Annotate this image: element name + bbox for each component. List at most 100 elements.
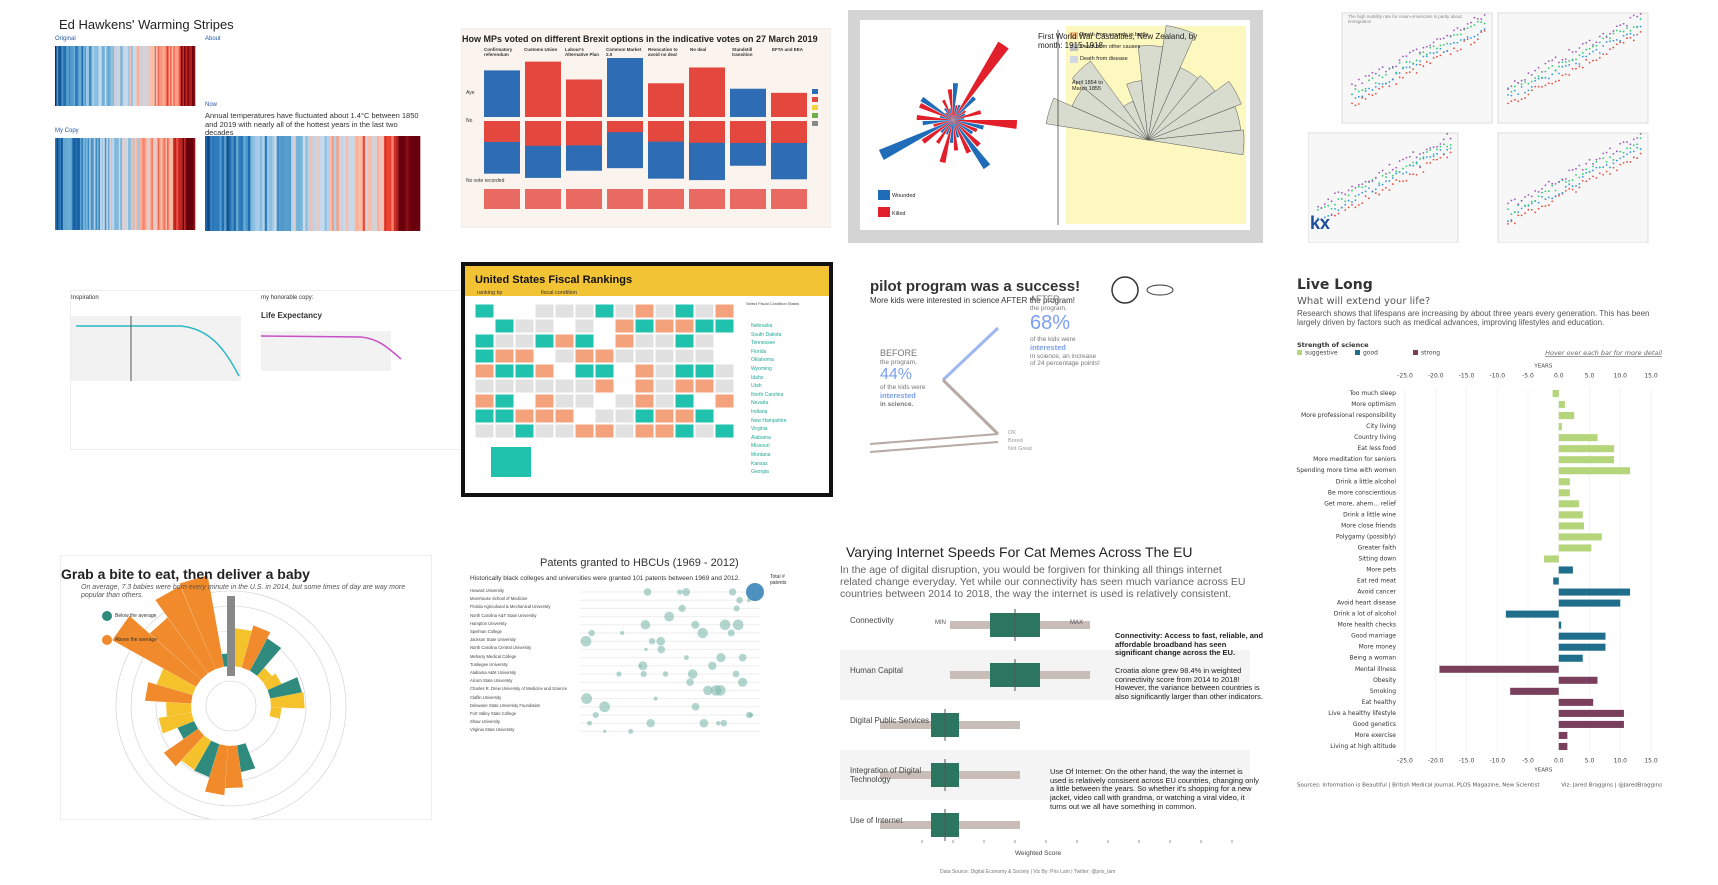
- dot: [1622, 34, 1625, 37]
- dot: [1547, 77, 1550, 80]
- dot: [1612, 32, 1615, 35]
- gallery-tile[interactable]: Inspiration my honorable copy: Life Expect…: [70, 290, 465, 450]
- stripe: [417, 136, 421, 231]
- chart-subtitle: What will extend your life?: [1297, 296, 1430, 307]
- state: [554, 393, 575, 409]
- stripe: [279, 136, 282, 231]
- dot: [1575, 58, 1577, 61]
- dot: [1568, 73, 1571, 76]
- dot: [1615, 29, 1618, 32]
- stripe: [103, 46, 106, 106]
- dot: [1517, 203, 1520, 206]
- stripe: [67, 46, 70, 106]
- bubble: [715, 720, 721, 726]
- state: [554, 378, 575, 394]
- dot: [1412, 161, 1415, 164]
- stripe: [107, 46, 110, 106]
- dot: [1371, 77, 1374, 80]
- state-item: Wyoming: [751, 366, 772, 372]
- dot: [1530, 195, 1533, 198]
- dot: [1429, 147, 1432, 149]
- dot: [1415, 72, 1418, 74]
- stripe: [117, 138, 120, 230]
- gallery-tile[interactable]: More kids were interested in science AFT…: [870, 272, 1200, 524]
- stripe: [403, 136, 406, 231]
- dot: [1425, 55, 1428, 58]
- bar: [1543, 555, 1559, 563]
- state: [694, 363, 715, 379]
- dot: [1561, 178, 1564, 181]
- state: [654, 318, 675, 334]
- annotation: AFTER: [1030, 294, 1060, 304]
- bar: [1558, 511, 1583, 519]
- dot: [1598, 35, 1601, 38]
- stripe: [369, 136, 373, 231]
- stripe: [114, 138, 116, 230]
- x-axis-label: YEARS: [1533, 364, 1552, 370]
- dot: [1425, 162, 1428, 164]
- category-label: Avoid heart disease: [1337, 600, 1396, 607]
- dot: [1405, 156, 1408, 159]
- dot: [1575, 50, 1577, 53]
- dot: [1564, 58, 1567, 60]
- stripe: [350, 136, 354, 231]
- state: [714, 423, 735, 439]
- dot: [1395, 71, 1398, 74]
- dot: [1419, 63, 1421, 66]
- dot: [1354, 88, 1357, 90]
- stripe: [168, 138, 171, 230]
- stripe: [97, 46, 99, 106]
- tile-text: Labour's Alternative Plan: [565, 47, 600, 58]
- bar: [1558, 489, 1570, 497]
- stripe: [104, 138, 107, 230]
- state: [474, 423, 495, 439]
- dot: [1547, 180, 1550, 183]
- state: [654, 378, 675, 394]
- dot: [1425, 151, 1428, 153]
- dot: [1626, 33, 1628, 36]
- dot: [1334, 192, 1336, 195]
- dot: [1609, 32, 1611, 35]
- bar: [1558, 676, 1598, 684]
- dot: [1449, 137, 1452, 140]
- dot: [1561, 65, 1564, 68]
- tile-title: Patents granted to HBCUs (1969 - 2012): [540, 557, 739, 569]
- wedge: [945, 112, 953, 120]
- stripe: [142, 46, 144, 106]
- dot: [1609, 166, 1611, 169]
- wedge: [916, 114, 953, 121]
- dot: [1639, 31, 1642, 33]
- swatch: [1070, 32, 1078, 39]
- tile-art: [1308, 12, 1649, 243]
- dot: [1578, 164, 1581, 167]
- stripe: [100, 138, 102, 230]
- stripe: [148, 46, 151, 106]
- dot: [1476, 20, 1479, 23]
- state-item: Alabama: [751, 434, 771, 441]
- dot: [1419, 153, 1421, 155]
- tile-text: About: [205, 36, 221, 42]
- gallery-tile[interactable]: Ed Hawkens' Warming Stripes Original My Co…: [55, 6, 427, 238]
- stripe: [98, 46, 101, 106]
- dot: [1361, 95, 1364, 98]
- dot: [1385, 176, 1387, 178]
- stripe: [56, 138, 59, 230]
- x-tick-label: 5.0: [1585, 373, 1595, 380]
- stripe: [312, 136, 316, 231]
- stripe: [243, 136, 246, 231]
- gallery-tile[interactable]: First World War Casualties, New Zealand,…: [848, 10, 1263, 243]
- stripe: [181, 46, 183, 106]
- dot: [1581, 42, 1584, 45]
- dot: [1527, 193, 1530, 196]
- gallery-tile[interactable]: Howard University Morehouse School of Med…: [470, 555, 795, 780]
- dot: [1558, 65, 1560, 68]
- gallery-tile[interactable]: Nebraska South Dakota Tennessee Florida Okla…: [461, 262, 833, 497]
- x-tick-label: -10.0: [1489, 373, 1505, 380]
- tile-art: [870, 276, 1174, 453]
- gallery-tile[interactable]: The high mobility rate for Asian-America…: [1308, 8, 1653, 243]
- gallery-tile[interactable]: Connectivity Human Capital Digital Public …: [840, 540, 1270, 880]
- bubble: [643, 588, 652, 596]
- annotation: Not Great: [1008, 446, 1032, 452]
- gallery-tile[interactable]: Grab a bite to eat, then deliver a baby O…: [60, 555, 432, 820]
- gallery-tile[interactable]: How MPs voted on different Brexit option…: [461, 28, 831, 228]
